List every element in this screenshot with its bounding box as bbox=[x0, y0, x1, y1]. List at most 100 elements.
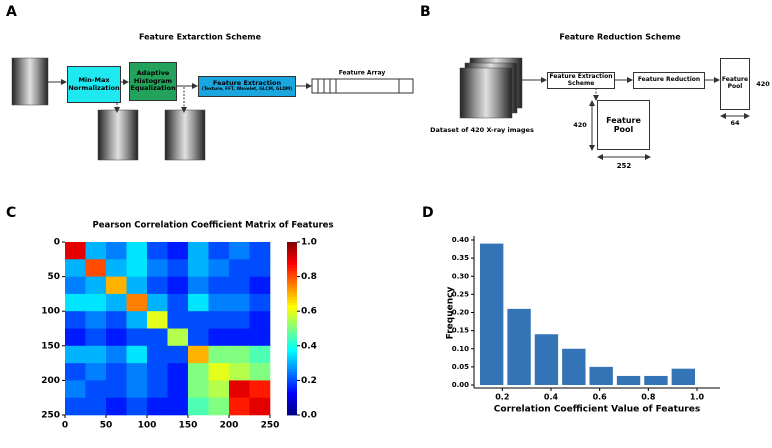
process-box: Adaptive Histogram Equalization bbox=[129, 62, 177, 101]
x-tick-label: 1.0 bbox=[690, 393, 705, 402]
heatmap-cell bbox=[85, 242, 107, 260]
heatmap-cell bbox=[229, 328, 250, 347]
heatmap-cell bbox=[126, 328, 148, 347]
heatmap-cell bbox=[188, 345, 209, 364]
heatmap-cell bbox=[229, 242, 250, 260]
y-tick-label: 0.05 bbox=[452, 363, 469, 371]
colorbar-segment bbox=[287, 337, 297, 341]
heatmap-cell bbox=[147, 259, 168, 277]
colorbar-label: 0.6 bbox=[301, 307, 317, 317]
colorbar-segment bbox=[287, 328, 297, 332]
colorbar-segment bbox=[287, 351, 297, 355]
heatmap-cell bbox=[147, 328, 168, 347]
colorbar-segment bbox=[287, 403, 297, 407]
colorbar-segment bbox=[287, 371, 297, 376]
y-axis-label: Frequency bbox=[446, 287, 456, 340]
heatmap-cell bbox=[167, 397, 189, 416]
heatmap-cell bbox=[65, 363, 86, 381]
process-box: Feature Reduction bbox=[633, 72, 705, 89]
y-tick-label: 0.30 bbox=[452, 272, 469, 280]
heatmap-cell bbox=[85, 328, 107, 347]
colorbar-segment bbox=[287, 348, 297, 352]
heatmap-cell bbox=[65, 328, 86, 347]
colorbar-segment bbox=[287, 325, 297, 329]
colorbar-segment bbox=[287, 389, 297, 393]
colorbar-segment bbox=[287, 247, 297, 252]
heatmap-cell bbox=[229, 276, 250, 295]
colorbar-segment bbox=[287, 256, 297, 260]
heatmap-cell bbox=[167, 328, 189, 347]
heatmap-cell bbox=[249, 293, 271, 312]
colorbar-label: 0.2 bbox=[301, 376, 317, 386]
x-tick-label: 50 bbox=[100, 421, 113, 431]
y-tick-label: 0.00 bbox=[452, 381, 469, 389]
heatmap-cell bbox=[167, 363, 189, 381]
heatmap-cell bbox=[188, 397, 209, 416]
colorbar-segment bbox=[287, 357, 297, 361]
heatmap-cell bbox=[65, 293, 86, 312]
bar bbox=[534, 334, 559, 385]
colorbar-segment bbox=[287, 293, 297, 298]
heatmap-cell bbox=[208, 328, 230, 347]
heatmap-cell bbox=[167, 259, 189, 277]
y-tick-label: 50 bbox=[47, 272, 60, 282]
heatmap-cell bbox=[85, 380, 107, 398]
colorbar-segment bbox=[287, 363, 297, 367]
dimension-label: 64 bbox=[730, 119, 740, 127]
heatmap-cell bbox=[208, 397, 230, 416]
feature-array bbox=[311, 78, 414, 94]
colorbar-segment bbox=[287, 299, 297, 303]
heatmap-cell bbox=[106, 242, 127, 260]
colorbar-segment bbox=[287, 412, 297, 416]
heatmap-cell bbox=[249, 345, 271, 364]
x-axis-label: Correlation Coefficient Value of Feature… bbox=[494, 405, 700, 415]
heatmap-cell bbox=[249, 242, 271, 260]
colorbar-segment bbox=[287, 279, 297, 283]
colorbar-segment bbox=[287, 380, 297, 384]
colorbar-segment bbox=[287, 319, 297, 324]
heatmap-cell bbox=[249, 397, 271, 416]
colorbar-segment bbox=[287, 259, 297, 263]
xray-image bbox=[11, 57, 49, 106]
heatmap-cell bbox=[229, 293, 250, 312]
colorbar-segment bbox=[287, 296, 297, 301]
heatmap-cell bbox=[208, 363, 230, 381]
colorbar-segment bbox=[287, 386, 297, 390]
colorbar-segment bbox=[287, 394, 297, 399]
colorbar-segment bbox=[287, 308, 297, 312]
x-tick-label: 200 bbox=[220, 421, 239, 431]
heatmap-cell bbox=[106, 345, 127, 364]
dimension-label: 252 bbox=[617, 162, 632, 170]
y-tick-label: 100 bbox=[41, 307, 60, 317]
heatmap-cell bbox=[188, 328, 209, 347]
colorbar-segment bbox=[287, 282, 297, 286]
colorbar-segment bbox=[287, 250, 297, 254]
heatmap-cell bbox=[147, 345, 168, 364]
heatmap-cell bbox=[208, 276, 230, 295]
heatmap-cell bbox=[208, 345, 230, 364]
heatmap-cell bbox=[147, 380, 168, 398]
heatmap-cell bbox=[65, 380, 86, 398]
panel-letter: A bbox=[6, 4, 17, 20]
heatmap-cell bbox=[249, 363, 271, 381]
heatmap-cell bbox=[167, 311, 189, 329]
heatmap-cell bbox=[208, 259, 230, 277]
y-tick-label: 0.35 bbox=[452, 254, 469, 262]
colorbar-segment bbox=[287, 331, 297, 335]
colorbar-segment bbox=[287, 354, 297, 358]
x-tick-label: 0.8 bbox=[641, 393, 656, 402]
x-tick-label: 0.4 bbox=[544, 393, 559, 402]
dimension-label: 420 bbox=[573, 121, 587, 129]
heatmap-cell bbox=[167, 380, 189, 398]
heatmap-cell bbox=[65, 276, 86, 295]
heatmap-cell bbox=[229, 259, 250, 277]
y-tick-label: 0.20 bbox=[452, 309, 469, 317]
heatmap-cell bbox=[106, 259, 127, 277]
colorbar-segment bbox=[287, 345, 297, 350]
box-text: (Texture, FFT, Wavelet, GLCM, GLDM) bbox=[201, 86, 293, 92]
heatmap-cell bbox=[65, 259, 86, 277]
colorbar-segment bbox=[287, 273, 297, 277]
heatmap-cell bbox=[126, 259, 148, 277]
heatmap-cell bbox=[147, 276, 168, 295]
heatmap-cell bbox=[106, 293, 127, 312]
